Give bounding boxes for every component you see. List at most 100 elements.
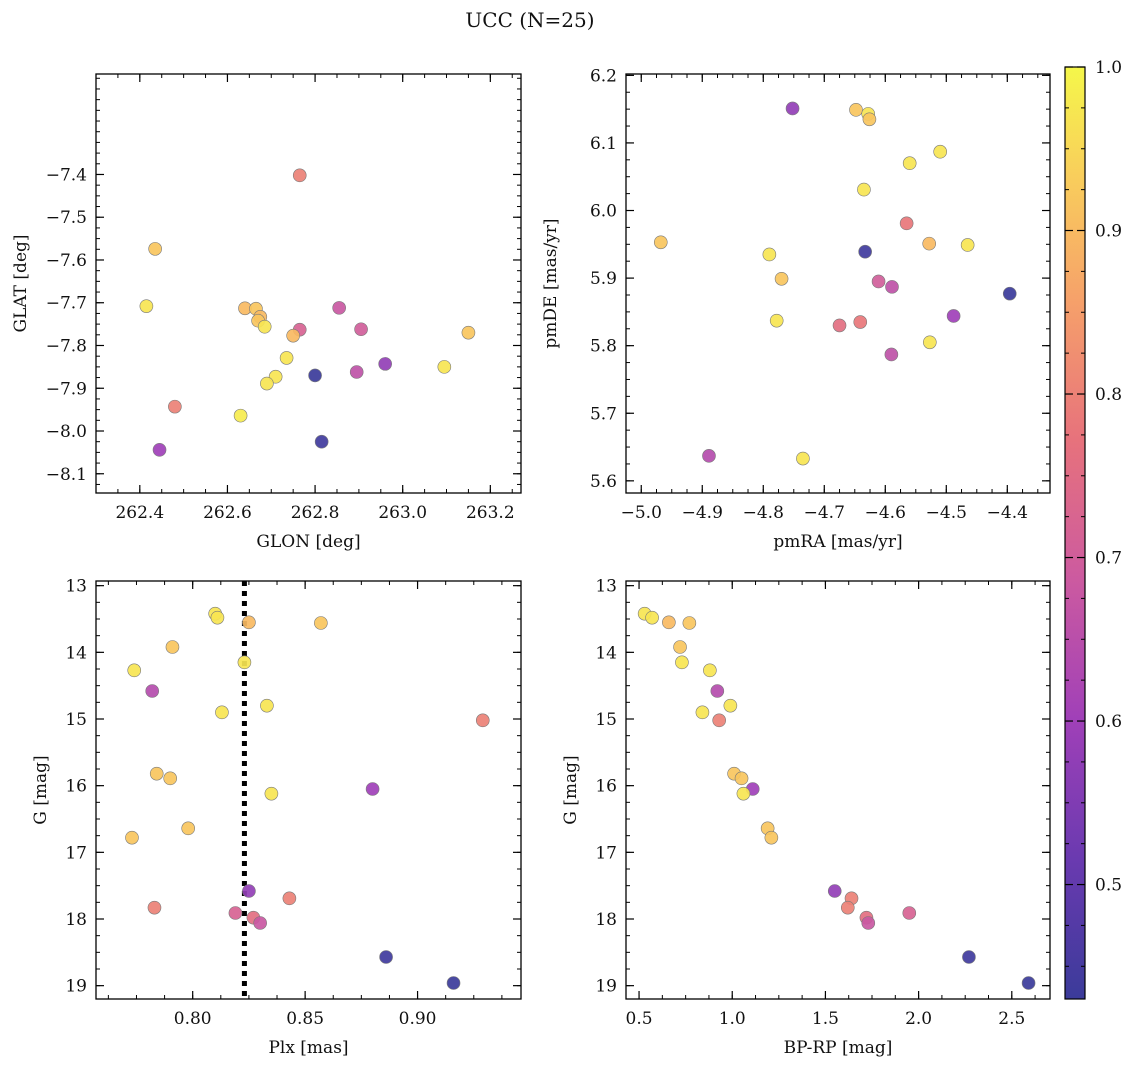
pmra-pmde-data-point	[862, 112, 877, 127]
color-magnitude-xtick-label: 2.0	[905, 1009, 932, 1029]
color-magnitude-xtick-label: 2.5	[998, 1009, 1025, 1029]
pmra-pmde-data-point	[702, 449, 716, 463]
pmra-pmde-y-axis-label: pmDE [mas/yr]	[541, 218, 561, 348]
pmra-pmde-data-point	[858, 244, 872, 259]
colorbar-tick-label: 0.8	[1095, 385, 1122, 405]
glon-glat-xtick-label: 263.2	[466, 503, 515, 523]
color-magnitude-data-point	[840, 900, 855, 915]
plx-g-data-point	[242, 615, 256, 630]
pmra-pmde-data-point	[1002, 286, 1017, 301]
figure-title: UCC (N=25)	[465, 8, 594, 32]
plx-g-data-point	[446, 976, 461, 990]
glon-glat-ytick-label: −7.8	[46, 336, 87, 356]
color-magnitude-data-point	[703, 663, 717, 678]
pmra-pmde-xtick-label: −4.7	[804, 503, 845, 523]
pmra-pmde-data-point	[922, 236, 937, 251]
pmra-pmde-data-point	[832, 318, 847, 333]
plx-g-y-axis-label: G [mag]	[31, 755, 51, 824]
plx-g-data-point	[147, 900, 162, 915]
color-magnitude-data-point	[861, 916, 876, 930]
glon-glat-y-axis-label: GLAT [deg]	[11, 234, 31, 332]
colorbar-tick-label: 0.9	[1095, 222, 1122, 242]
color-magnitude-data-point	[645, 610, 659, 625]
pmra-pmde-plot-frame	[625, 73, 1051, 494]
glon-glat-xtick-label: 262.4	[115, 503, 164, 523]
color-magnitude-ytick-label: 15	[595, 710, 617, 730]
color-magnitude-data-point	[662, 615, 676, 630]
colorbar-tick-label: 0.6	[1095, 712, 1122, 732]
glon-glat-data-point	[260, 376, 274, 391]
glon-glat-data-point	[308, 368, 322, 383]
plx-g-ytick-label: 16	[65, 777, 87, 797]
plx-g-data-point	[365, 782, 380, 796]
color-magnitude-minor-ticks	[626, 581, 1050, 999]
glon-glat-minor-ticks	[95, 74, 521, 493]
glon-glat-ytick-label: −8.1	[46, 465, 87, 485]
glon-glat-data-point	[314, 434, 329, 449]
glon-glat-data-point	[152, 443, 167, 457]
plx-g-ytick-label: 18	[65, 910, 87, 930]
colorbar: 0.5 0.6 0.7 0.8 0.9 1.0	[1064, 58, 1122, 1000]
pmra-pmde-data-point	[885, 280, 899, 294]
pmra-pmde-data-point	[884, 347, 899, 362]
color-magnitude-xtick-label: 1.0	[719, 1009, 746, 1029]
glon-glat-data-point	[437, 360, 452, 374]
plx-g-plot-frame	[95, 580, 522, 1000]
color-magnitude-data-point	[723, 698, 738, 713]
pmra-pmde-panel: −5.0 −4.9 −4.8 −4.7 −4.6 −4.5 −4.4 5.6 5.7 5.8 5.9…	[541, 66, 1051, 552]
glon-glat-ytick-label: −7.6	[46, 251, 87, 271]
pmra-pmde-ytick-label: 6.2	[590, 66, 617, 86]
pmra-pmde-data-point	[899, 216, 914, 231]
glon-glat-data-point	[349, 365, 364, 379]
plx-g-data-point	[163, 771, 178, 786]
pmra-pmde-data-point	[857, 182, 871, 197]
glon-glat-xtick-label: 262.8	[291, 503, 340, 523]
pmra-pmde-ytick-label: 5.9	[590, 269, 617, 289]
color-magnitude-ytick-label: 17	[595, 843, 617, 863]
glon-glat-ytick-label: −7.5	[46, 208, 87, 228]
pmra-pmde-data-point	[762, 247, 777, 262]
colorbar-tick-label: 1.0	[1095, 58, 1122, 78]
plx-g-data-point	[125, 830, 139, 845]
pmra-pmde-data-point	[769, 313, 784, 328]
plx-g-data-point	[228, 906, 243, 920]
plx-g-x-axis-label: Plx [mas]	[268, 1038, 348, 1058]
pmra-pmde-ytick-label: 6.0	[590, 202, 617, 222]
pmra-pmde-ytick-label: 5.7	[590, 404, 617, 424]
color-magnitude-data-point	[962, 950, 976, 964]
plx-g-data-point	[181, 821, 195, 836]
pmra-pmde-data-point	[933, 144, 947, 159]
glon-glat-data-point	[139, 299, 154, 313]
plx-g-data-point	[379, 950, 393, 964]
glon-glat-data-point	[257, 319, 272, 334]
plx-g-minor-ticks	[96, 581, 521, 999]
color-magnitude-data-point	[682, 616, 697, 630]
plx-g-data-point	[282, 891, 297, 906]
glon-glat-xtick-label: 263.0	[378, 503, 427, 523]
pmra-pmde-data-point	[849, 103, 863, 117]
color-magnitude-ytick-label: 16	[595, 777, 617, 797]
color-magnitude-ytick-label: 13	[595, 577, 617, 597]
glon-glat-plot-frame	[95, 73, 522, 494]
pmra-pmde-xtick-label: −4.5	[926, 503, 967, 523]
plx-g-ytick-label: 17	[65, 843, 87, 863]
plx-g-data-point	[314, 616, 328, 630]
glon-glat-data-point	[279, 351, 294, 365]
color-magnitude-data-point	[695, 705, 710, 720]
plx-g-panel: 0.80 0.85 0.90 13 14 15 16 17 18 19 Plx [mas] G [ma…	[31, 577, 522, 1058]
plx-g-data-point	[260, 698, 274, 713]
pmra-pmde-xtick-label: −4.4	[987, 503, 1028, 523]
color-magnitude-ytick-label: 18	[595, 910, 617, 930]
pmra-pmde-data-point	[946, 309, 961, 323]
colorbar-tick-label: 0.7	[1095, 549, 1122, 569]
glon-glat-panel: 262.4 262.6 262.8 263.0 263.2 −8.1 −8.0 −7.9 −7.…	[11, 73, 522, 552]
plx-g-ytick-label: 19	[65, 977, 87, 997]
pmra-pmde-xtick-label: −4.6	[865, 503, 906, 523]
color-magnitude-y-axis-label: G [mag]	[561, 755, 581, 824]
glon-glat-data-point	[233, 408, 248, 423]
glon-glat-data-point	[168, 399, 182, 414]
pmra-pmde-data-point	[871, 274, 886, 289]
plx-g-data-point	[149, 766, 164, 781]
pmra-pmde-data-point	[653, 235, 668, 250]
glon-glat-data-point	[292, 168, 307, 183]
